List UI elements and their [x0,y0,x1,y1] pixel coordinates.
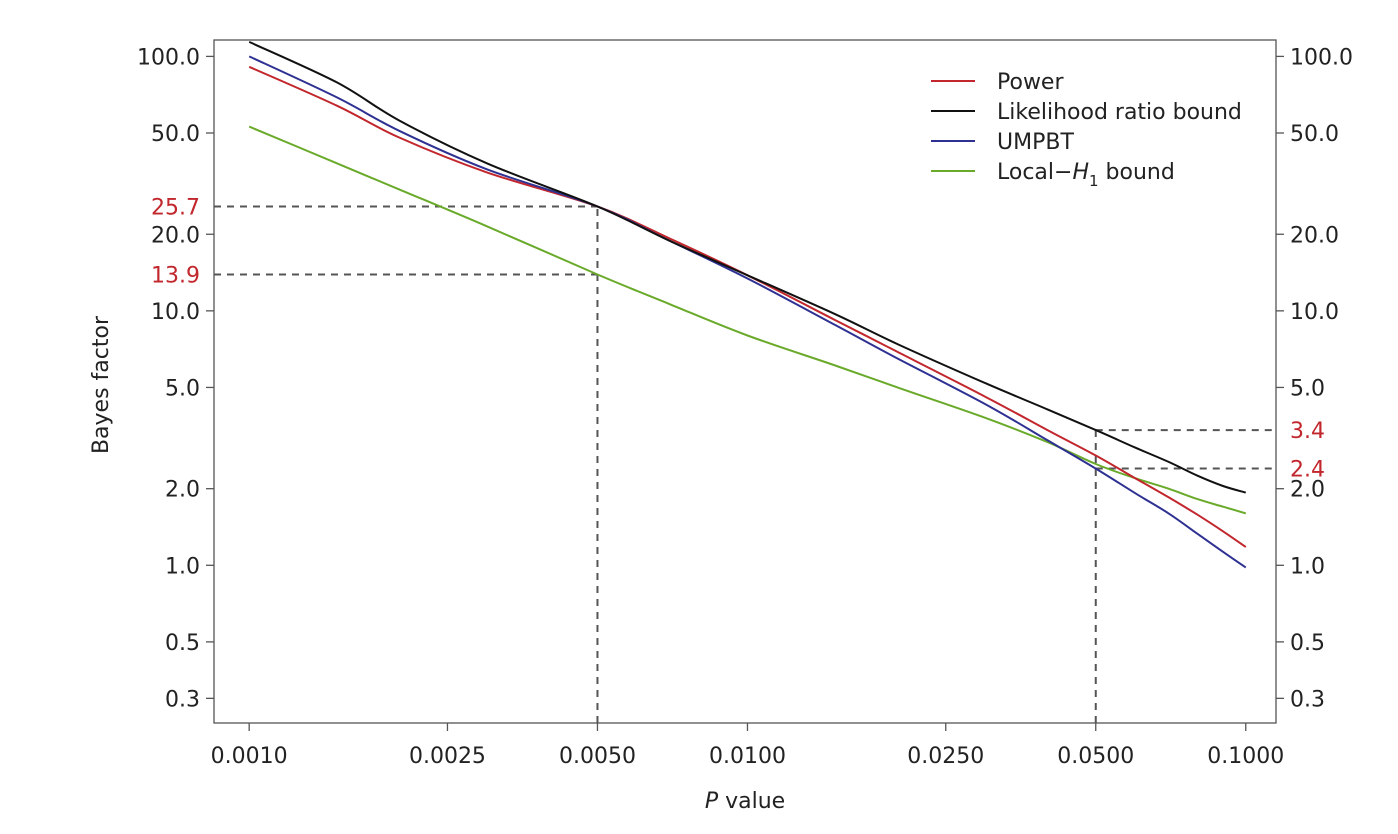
y-tick-label-right: 5.0 [1290,376,1325,401]
legend-label-part: H [1072,160,1089,185]
reference-lines [214,205,1276,723]
reference-value-label: 2.4 [1290,458,1325,483]
legend: Power Likelihood ratio bound UMPBT Local−H1… [931,70,1242,190]
reference-value-label: 3.4 [1290,419,1325,444]
y-axis-right: 0.3 0.5 1.0 2.0 5.0 10.0 20.0 50.0 100.0 [1276,45,1353,712]
reference-value-label: 13.9 [151,263,200,288]
series-line-power [248,65,1247,548]
series-line-local-h1-bound [248,125,1247,515]
x-axis-title: P value [705,789,785,814]
y-axis-title: Bayes factor [89,315,114,454]
x-tick-label: 0.0025 [409,744,486,769]
x-axis-title-rest: value [718,789,785,814]
x-axis-title-italic: P [705,789,719,814]
y-tick-label-left: 100.0 [137,45,200,70]
legend-label-umpbt: UMPBT [997,130,1074,155]
x-tick-label: 0.0010 [211,744,288,769]
reference-value-label: 25.7 [151,196,200,221]
y-tick-label-right: 2.0 [1290,478,1325,503]
y-tick-label-right: 50.0 [1290,122,1339,147]
y-tick-label-right: 100.0 [1290,45,1353,70]
y-tick-label-right: 0.3 [1290,687,1325,712]
x-tick-label: 0.0100 [709,744,786,769]
y-axis-left: 0.3 0.5 1.0 2.0 5.0 10.0 20.0 50.0 100.0 [137,45,214,712]
series-line-umpbt [248,55,1247,569]
legend-label-likelihood-ratio-bound: Likelihood ratio bound [997,100,1242,125]
legend-label-local-h1-bound: Local−H1 bound [997,160,1175,190]
legend-label-power: Power [997,70,1064,95]
legend-label-part: bound [1099,160,1175,185]
y-tick-label-left: 50.0 [151,122,200,147]
plot-frame [213,39,1277,724]
y-tick-label-left: 10.0 [151,300,200,325]
x-tick-label: 0.0250 [907,744,984,769]
legend-label-part: Local− [997,160,1072,185]
x-axis: 0.0010 0.0025 0.0050 0.0100 0.0250 0.0500 0.10… [211,723,1284,769]
y-tick-label-left: 0.3 [165,687,200,712]
y-tick-label-left: 2.0 [165,478,200,503]
y-tick-label-left: 0.5 [165,631,200,656]
y-tick-label-right: 0.5 [1290,631,1325,656]
series-line-likelihood-ratio-bound [248,40,1247,494]
y-tick-label-right: 20.0 [1290,223,1339,248]
y-tick-label-right: 1.0 [1290,554,1325,579]
x-tick-label: 0.1000 [1207,744,1284,769]
y-tick-label-right: 10.0 [1290,300,1339,325]
legend-label-subscript: 1 [1089,172,1099,190]
series-lines [248,40,1247,569]
x-tick-label: 0.0500 [1057,744,1134,769]
x-tick-label: 0.0050 [559,744,636,769]
reference-labels: 25.7 13.9 3.4 2.4 [151,196,1325,483]
y-tick-label-left: 20.0 [151,223,200,248]
y-tick-label-left: 1.0 [165,554,200,579]
y-tick-label-left: 5.0 [165,376,200,401]
